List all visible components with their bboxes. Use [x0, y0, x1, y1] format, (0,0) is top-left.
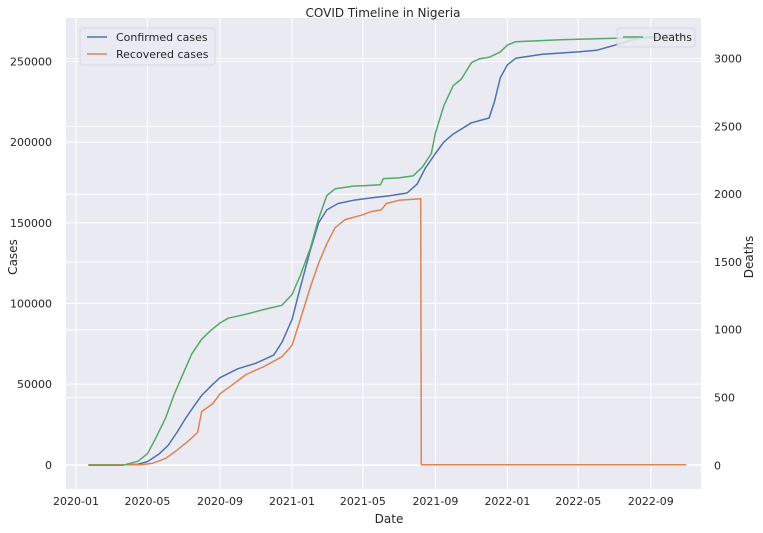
x-tick-label: 2022-09	[628, 495, 674, 508]
y2-tick-label: 3000	[714, 53, 742, 66]
y-tick-label: 200000	[10, 136, 52, 149]
y2-tick-label: 0	[714, 459, 721, 472]
y2-axis-title: Deaths	[742, 236, 756, 279]
x-tick-labels: 2020-01 2020-05 2020-09 2021-01 2021-05 2021-…	[53, 495, 674, 508]
y2-tick-labels: 0 500 1000 1500 2000 2500 3000	[714, 53, 742, 473]
y-axis-title: Cases	[6, 239, 20, 275]
x-tick-label: 2022-05	[555, 495, 601, 508]
y-tick-labels: 0 50000 100000 150000 200000 250000	[10, 56, 52, 472]
x-tick-label: 2021-01	[269, 495, 315, 508]
legend-right: Deaths	[616, 27, 696, 48]
y-tick-label: 50000	[17, 378, 52, 391]
y-tick-label: 250000	[10, 56, 52, 69]
x-tick-label: 2021-05	[340, 495, 386, 508]
legend-left: Confirmed cases Recovered cases	[79, 27, 216, 66]
chart-title: COVID Timeline in Nigeria	[306, 6, 461, 20]
legend-right-box	[616, 27, 696, 48]
series-lines	[88, 34, 687, 467]
x-tick-label: 2021-09	[412, 495, 458, 508]
x-tick-label: 2022-01	[484, 495, 530, 508]
y2-tick-label: 1500	[714, 256, 742, 269]
series-line-recovered-cases	[88, 197, 687, 466]
y-tick-label: 0	[45, 459, 52, 472]
grid	[66, 18, 701, 489]
series-line-deaths	[88, 36, 687, 467]
legend-label-confirmed: Confirmed cases	[116, 31, 208, 44]
x-tick-label: 2020-01	[53, 495, 99, 508]
y-tick-label: 100000	[10, 298, 52, 311]
y2-tick-label: 500	[714, 392, 735, 405]
plot-background	[66, 18, 701, 489]
y2-tick-label: 1000	[714, 324, 742, 337]
x-axis-title: Date	[375, 512, 404, 526]
x-tick-label: 2020-09	[197, 495, 243, 508]
legend-label-recovered: Recovered cases	[116, 48, 209, 61]
x-tick-label: 2020-05	[124, 495, 170, 508]
legend-left-box	[79, 27, 216, 66]
y-tick-label: 150000	[10, 217, 52, 230]
y2-tick-label: 2500	[714, 120, 742, 133]
legend-label-deaths: Deaths	[653, 31, 692, 44]
y2-tick-label: 2000	[714, 188, 742, 201]
series-line-confirmed-cases	[88, 34, 687, 466]
